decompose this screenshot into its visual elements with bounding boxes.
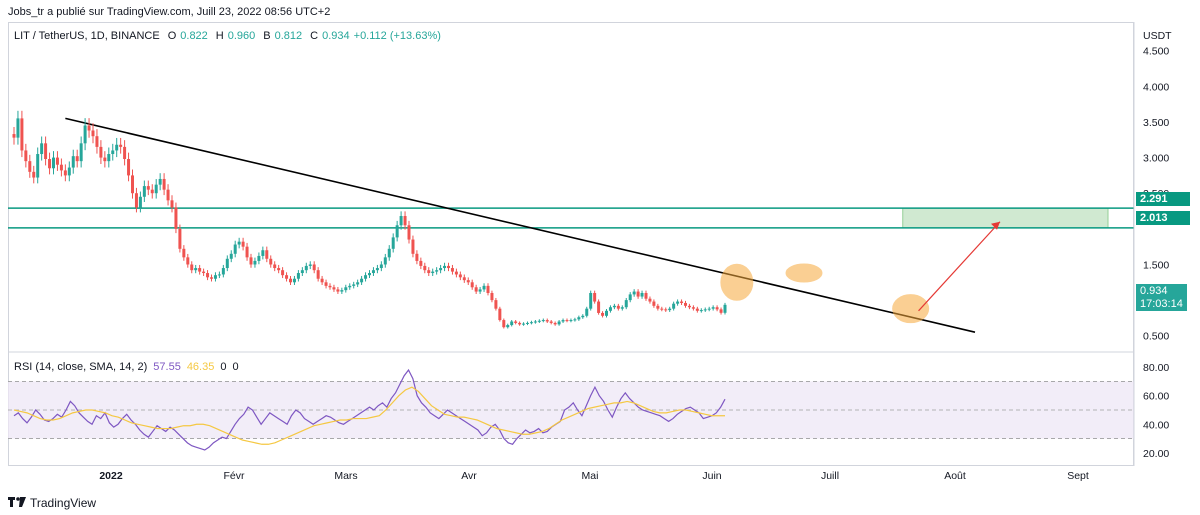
time-axis-label: Juin [702,470,721,482]
rsi-tick-label: 40.00 [1143,419,1169,431]
time-axis-label: Juill [821,470,839,482]
price-tag-lower: 2.013 [1136,211,1190,225]
time-axis-label: Mai [582,470,599,482]
time-axis-label: 2022 [99,470,123,482]
low-value: 0.812 [274,30,303,42]
rsi-sma-value: 46.35 [186,361,215,373]
currency-label: USDT [1143,30,1172,42]
open-value: 0.822 [180,30,208,42]
time-axis-label: Mars [334,470,357,482]
symbol-legend: LIT / TetherUS, 1D, BINANCE O 0.822 H 0.96… [14,30,441,42]
close-value: 0.934 [322,30,350,42]
brand-name: TradingView [30,495,97,510]
current-price-box: 0.934 17:03:14 [1136,284,1187,311]
price-tick-label: 1.500 [1143,259,1169,271]
price-tag-upper: 2.291 [1136,192,1190,206]
symbol-name[interactable]: LIT / TetherUS, 1D, BINANCE [14,30,160,42]
price-tick-label: 4.500 [1143,46,1169,58]
time-axis-label: Avr [461,470,477,482]
rsi-legend: RSI (14, close, SMA, 14, 2) 57.55 46.35 … [14,361,239,373]
rsi-extra-1: 0 [220,361,227,373]
price-tick-label: 4.000 [1143,81,1169,93]
change-value: +0.112 (+13.63%) [353,30,441,42]
time-axis-label: Août [944,470,966,482]
publisher-line: Jobs_tr a publié sur TradingView.com, Ju… [8,6,331,18]
rsi-tick-label: 80.00 [1143,362,1169,374]
price-tick-label: 0.500 [1143,331,1169,343]
close-label: C [310,30,319,42]
tradingview-logo-icon [8,495,26,510]
price-tick-label: 3.000 [1143,153,1169,165]
footer-brand[interactable]: TradingView [8,495,96,510]
rsi-value: 57.55 [153,361,181,373]
rsi-tick-label: 60.00 [1143,391,1169,403]
open-label: O [167,30,177,42]
high-label: H [215,30,224,42]
time-axis-label: Févr [224,470,246,482]
time-axis-label: Sept [1067,470,1089,482]
high-value: 0.960 [227,30,256,42]
current-price: 0.934 [1140,285,1168,297]
price-tick-label: 3.500 [1143,117,1169,129]
rsi-extra-2: 0 [232,361,239,373]
rsi-indicator-name[interactable]: RSI (14, close, SMA, 14, 2) [14,361,148,373]
rsi-tick-label: 20.00 [1143,448,1169,460]
low-label: B [263,30,271,42]
bar-countdown: 17:03:14 [1140,298,1183,310]
chart-frame[interactable] [8,22,1134,466]
